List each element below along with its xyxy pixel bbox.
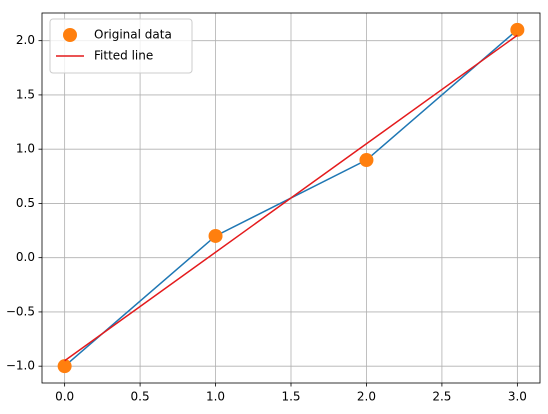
y-tick-label: −0.5 bbox=[6, 304, 35, 318]
x-tick-label: 1.0 bbox=[206, 390, 225, 404]
y-tick-label: 1.0 bbox=[16, 142, 35, 156]
x-tick-label: 3.0 bbox=[508, 390, 527, 404]
data-point bbox=[510, 22, 525, 37]
data-point bbox=[208, 228, 223, 243]
x-tick-label: 0.5 bbox=[131, 390, 150, 404]
legend-label: Fitted line bbox=[94, 49, 153, 63]
legend: Original data Fitted line bbox=[49, 18, 193, 74]
legend-frame bbox=[49, 18, 193, 74]
y-tick-label: 1.5 bbox=[16, 87, 35, 101]
y-tick-label: −1.0 bbox=[6, 359, 35, 373]
y-tick-label: 0.5 bbox=[16, 196, 35, 210]
x-tick-label: 1.5 bbox=[281, 390, 300, 404]
data-point bbox=[359, 153, 374, 168]
data-line bbox=[64, 34, 518, 362]
plot-frame bbox=[41, 12, 541, 384]
x-tick-label: 2.0 bbox=[357, 390, 376, 404]
y-tick-label: 2.0 bbox=[16, 33, 35, 47]
x-tick-label: 0.0 bbox=[55, 390, 74, 404]
legend-label: Original data bbox=[94, 28, 172, 42]
data-point bbox=[57, 359, 72, 374]
x-tick-label: 2.5 bbox=[432, 390, 451, 404]
legend-marker bbox=[63, 28, 77, 42]
y-tick-label: 0.0 bbox=[16, 250, 35, 264]
